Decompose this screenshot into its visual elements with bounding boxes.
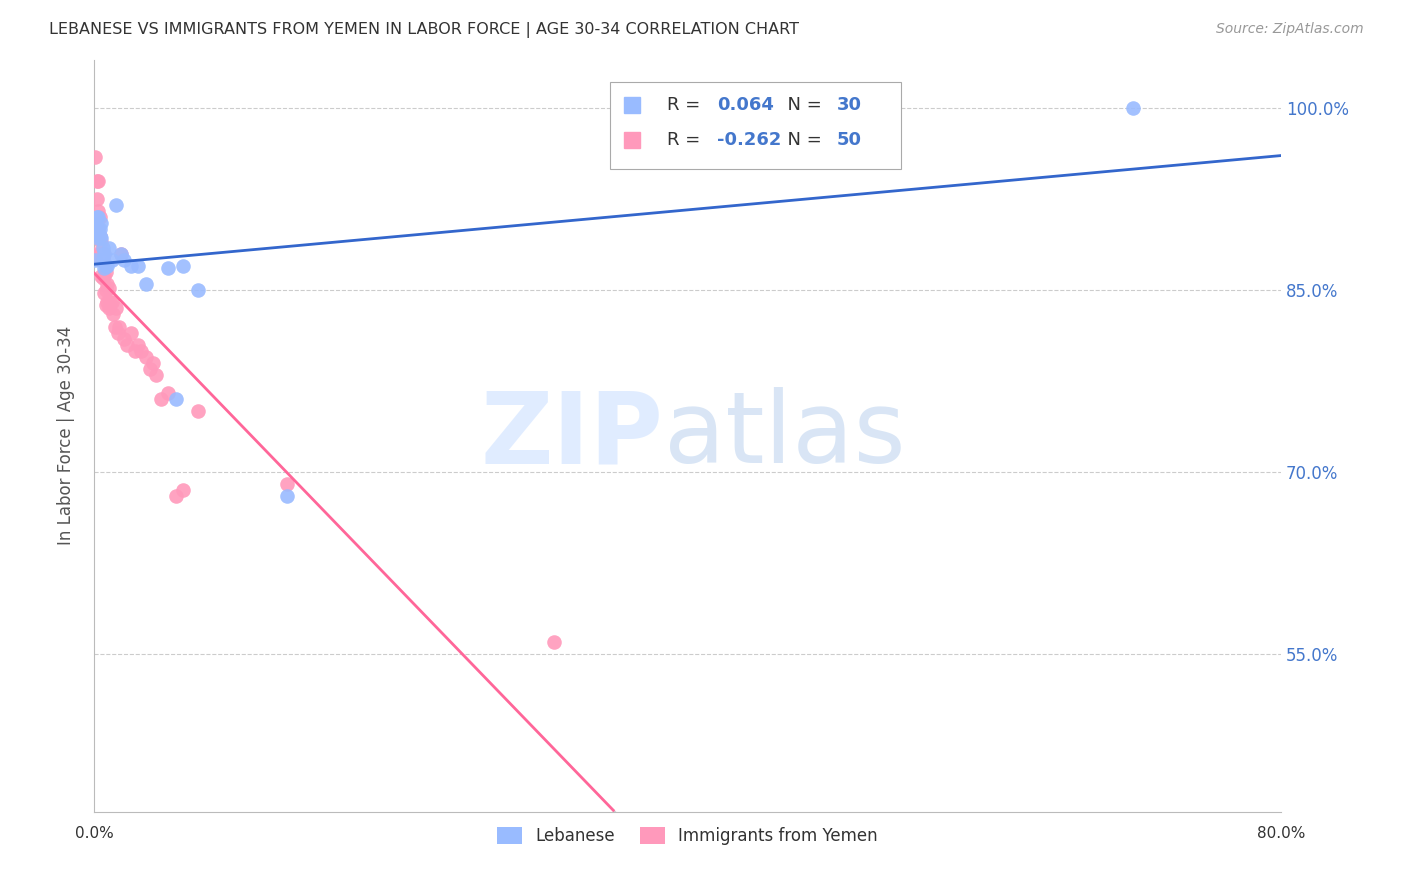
Text: R =: R = [668, 131, 706, 149]
Point [86, 222, 108, 236]
Point [127, 259, 149, 273]
Point [149, 392, 172, 407]
Text: 0.0%: 0.0% [75, 826, 114, 841]
Point [157, 386, 180, 401]
Text: ZIP: ZIP [481, 387, 664, 484]
Point [96, 295, 118, 310]
Point [84, 246, 107, 260]
Point [1122, 101, 1144, 115]
Point [90, 235, 112, 249]
Point [131, 343, 153, 358]
Point [87, 204, 110, 219]
Text: 30: 30 [837, 95, 862, 114]
FancyBboxPatch shape [610, 82, 901, 169]
Point [97, 301, 120, 316]
Point [90, 252, 112, 267]
Point [93, 285, 115, 300]
Point [87, 231, 110, 245]
Point [87, 211, 110, 225]
Point [145, 368, 167, 382]
Point [110, 246, 132, 260]
Point [157, 261, 180, 276]
Point [89, 246, 111, 260]
Point [97, 281, 120, 295]
Point [91, 241, 114, 255]
Point [94, 265, 117, 279]
Point [104, 319, 127, 334]
Point [172, 259, 194, 273]
Point [187, 283, 209, 297]
Text: Source: ZipAtlas.com: Source: ZipAtlas.com [1216, 22, 1364, 37]
Point [120, 259, 142, 273]
Point [165, 490, 187, 504]
Point [91, 252, 114, 267]
Point [91, 271, 114, 285]
Point [187, 404, 209, 418]
Point [142, 356, 165, 370]
Point [93, 268, 115, 283]
Point [100, 295, 122, 310]
Point [86, 211, 108, 225]
Point [135, 350, 157, 364]
Point [89, 211, 111, 225]
Point [93, 261, 115, 276]
Point [127, 337, 149, 351]
Point [89, 228, 111, 243]
Point [90, 231, 112, 245]
Point [97, 241, 120, 255]
Point [112, 332, 135, 346]
Point [87, 174, 110, 188]
Point [124, 343, 146, 358]
Point [86, 174, 108, 188]
Text: 0.064: 0.064 [717, 95, 773, 114]
Point [94, 259, 117, 273]
Point [94, 298, 117, 312]
Text: -0.262: -0.262 [717, 131, 782, 149]
Point [86, 192, 108, 206]
Point [105, 198, 128, 212]
Point [90, 216, 112, 230]
Point [103, 307, 125, 321]
Legend: Lebanese, Immigrants from Yemen: Lebanese, Immigrants from Yemen [496, 827, 877, 845]
Point [96, 259, 118, 273]
Text: R =: R = [668, 95, 706, 114]
Point [94, 283, 117, 297]
Point [87, 222, 110, 236]
Point [172, 483, 194, 498]
Point [89, 222, 111, 236]
Point [89, 228, 111, 243]
Point [110, 246, 132, 260]
Point [139, 362, 162, 376]
Point [87, 222, 110, 236]
Point [90, 268, 112, 283]
Point [84, 252, 107, 267]
Point [115, 337, 138, 351]
Text: N =: N = [776, 131, 828, 149]
Point [107, 326, 129, 340]
Point [98, 295, 121, 310]
Point [543, 635, 565, 649]
Point [165, 392, 187, 407]
Point [276, 477, 298, 491]
Point [84, 150, 107, 164]
Point [91, 252, 114, 267]
Point [105, 301, 128, 316]
Y-axis label: In Labor Force | Age 30-34: In Labor Force | Age 30-34 [58, 326, 75, 545]
Text: LEBANESE VS IMMIGRANTS FROM YEMEN IN LABOR FORCE | AGE 30-34 CORRELATION CHART: LEBANESE VS IMMIGRANTS FROM YEMEN IN LAB… [49, 22, 799, 38]
Point [93, 246, 115, 260]
Point [108, 319, 131, 334]
Point [100, 252, 122, 267]
Text: atlas: atlas [664, 387, 905, 484]
Point [112, 252, 135, 267]
Point [96, 277, 118, 291]
Text: N =: N = [776, 95, 828, 114]
Point [93, 246, 115, 260]
Point [120, 326, 142, 340]
Point [276, 490, 298, 504]
Text: 50: 50 [837, 131, 862, 149]
Point [135, 277, 157, 291]
Text: 80.0%: 80.0% [1257, 826, 1305, 841]
